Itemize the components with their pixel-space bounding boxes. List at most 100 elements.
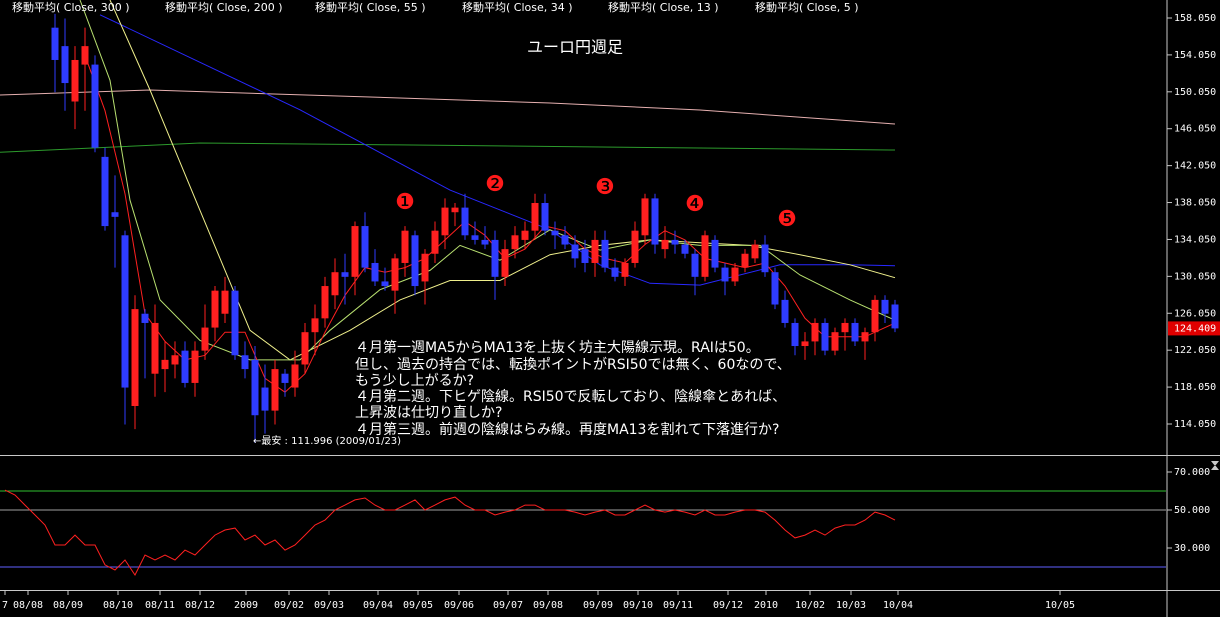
candle-body (781, 299, 789, 323)
x-tick-label: 2009 (234, 600, 258, 611)
candle-body (801, 341, 809, 347)
candle-body (191, 350, 199, 383)
candle-body (671, 239, 679, 245)
x-tick-label: 09/12 (713, 600, 743, 611)
candle-body (731, 267, 739, 282)
candle-body (151, 322, 159, 374)
candle-body (311, 318, 319, 333)
annotation-text: ４月第二週。下ヒゲ陰線。RSI50で反転しており、陰線傘とあれば、 (355, 388, 786, 405)
candle-body (611, 267, 619, 277)
candle-body (261, 387, 269, 411)
x-tick-label: 09/08 (533, 600, 563, 611)
x-tick-label: 2010 (754, 600, 778, 611)
candle-body (501, 249, 509, 277)
candle-body (881, 299, 889, 314)
candle-body (171, 355, 179, 365)
candle-body (241, 355, 249, 370)
y-tick-label: 138.050 (1174, 198, 1216, 209)
candle-body (211, 290, 219, 328)
x-tick-label: 09/09 (583, 600, 613, 611)
rsi-panel (0, 489, 1166, 576)
candle-body (81, 46, 89, 65)
candle-body (871, 299, 879, 333)
annotation-text: 上昇波は仕切り直しか? (355, 404, 502, 421)
x-tick-label: 08/11 (145, 600, 175, 611)
x-tick-label: 08/08 (13, 600, 43, 611)
candle-body (841, 322, 849, 333)
candle-body (791, 322, 799, 347)
candle-body (831, 332, 839, 351)
x-tick-label: 08/10 (103, 600, 133, 611)
wave-marker: ❶ (395, 190, 415, 215)
candle-body (761, 244, 769, 273)
candle-body (431, 230, 439, 254)
annotation-text: ４月第一週MA5からMA13を上抜く坊主大陽線示現。RAIは50。 (355, 339, 760, 356)
y-tick-label: 30.000 (1174, 543, 1210, 554)
candle-body (721, 267, 729, 282)
wave-marker: ❷ (485, 172, 505, 197)
candle-body (301, 332, 309, 365)
candle-body (551, 230, 559, 236)
line-series (79, 0, 896, 361)
x-tick-label: 7 (2, 600, 8, 611)
candle-body (341, 272, 349, 277)
candle-body (581, 249, 589, 263)
candle-body (201, 327, 209, 351)
legend-entry: 移動平均( Close, 200 ) (165, 0, 283, 14)
y-tick-label: 70.000 (1174, 467, 1210, 478)
candle-body (381, 281, 389, 287)
candle-body (481, 239, 489, 245)
x-tick-label: 09/10 (623, 600, 653, 611)
y-tick-label: 154.050 (1174, 50, 1216, 61)
y-tick-label: 146.050 (1174, 124, 1216, 135)
x-tick-label: 09/02 (274, 600, 304, 611)
candle-body (421, 253, 429, 282)
candle-body (571, 244, 579, 259)
last-price-box (1168, 321, 1220, 336)
scroll-icon[interactable] (1211, 461, 1219, 470)
candle-body (391, 258, 399, 291)
candle-body (541, 203, 549, 231)
x-tick-label: 08/09 (53, 600, 83, 611)
candle-body (891, 304, 899, 329)
candle-body (101, 156, 109, 227)
x-tick-label: 10/03 (836, 600, 866, 611)
line-series (0, 89, 896, 125)
x-tick-label: 10/05 (1045, 600, 1075, 611)
candle-body (491, 239, 499, 277)
legend-entry: 移動平均( Close, 300 ) (12, 0, 130, 14)
candle-body (601, 239, 609, 268)
y-tick-label: 134.050 (1174, 234, 1216, 245)
candle-body (741, 253, 749, 268)
y-tick-label: 118.050 (1174, 382, 1216, 393)
candle-body (591, 239, 599, 263)
candle-body (111, 212, 119, 217)
x-tick-label: 09/07 (493, 600, 523, 611)
y-tick-label: 142.050 (1174, 161, 1216, 172)
candle-body (661, 239, 669, 250)
candle-body (521, 230, 529, 240)
x-tick-label: 10/02 (795, 600, 825, 611)
x-tick-label: 09/03 (314, 600, 344, 611)
candle-body (441, 207, 449, 236)
annotation-text: もう少し上がるか? (355, 373, 474, 389)
candle-body (231, 290, 239, 356)
candle-body (471, 235, 479, 240)
candle-body (271, 369, 279, 411)
candle-body (321, 286, 329, 319)
chart-title: ユーロ円週足 (527, 38, 623, 57)
candle-body (561, 235, 569, 245)
candle-body (401, 230, 409, 263)
low-note: ←最安 : 111.996 (2009/01/23) (253, 434, 401, 447)
candle-body (751, 244, 759, 259)
candle-body (361, 226, 369, 268)
x-tick-label: 09/04 (363, 600, 393, 611)
candle-body (61, 46, 69, 84)
candle-body (631, 230, 639, 263)
candle-body (281, 373, 289, 383)
y-tick-label: 150.050 (1174, 87, 1216, 98)
